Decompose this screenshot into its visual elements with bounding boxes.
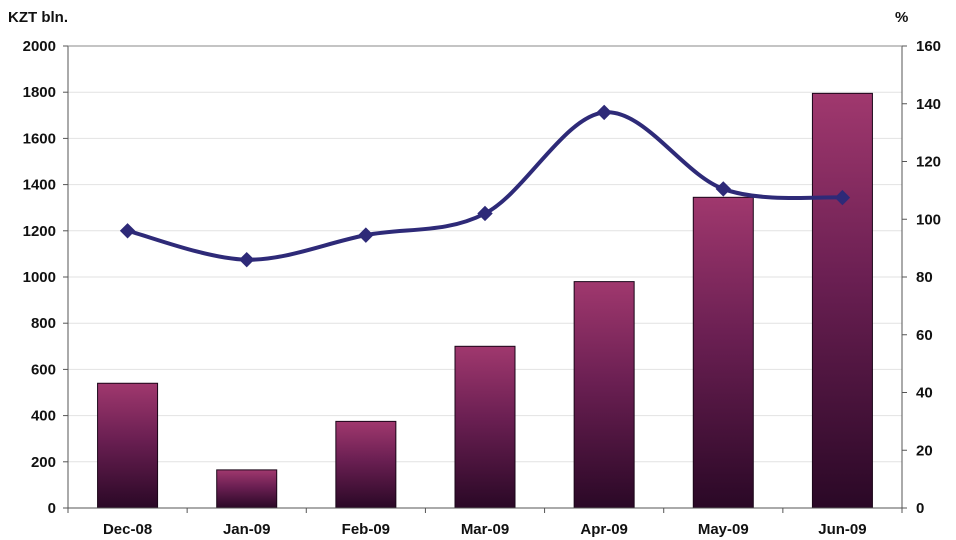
bar-jan-09 [216,469,278,509]
left-tick-label: 1400 [23,177,56,194]
left-axis-unit-label: KZT bln. [8,9,68,26]
right-tick-label: 120 [916,154,941,171]
x-tick-label: Jan-09 [223,521,271,538]
line-point-apr-09 [596,104,612,121]
right-tick-label: 0 [916,500,924,517]
x-tick-label: Feb-09 [342,521,390,538]
left-tick-label: 400 [31,408,56,425]
x-tick-label: Mar-09 [461,521,509,538]
bar-dec-08 [97,382,159,509]
bar-jun-09 [811,92,873,509]
left-tick-label: 1000 [23,269,56,286]
line-series [119,104,851,268]
left-tick-label: 800 [31,315,56,332]
line-point-jun-09 [834,189,851,206]
left-tick-label: 2000 [23,38,56,55]
right-tick-label: 80 [916,269,933,286]
x-tick-label: May-09 [698,521,749,538]
bar-mar-09 [454,345,516,509]
right-tick-label: 100 [916,211,941,228]
line-point-dec-08 [119,223,136,239]
left-tick-label: 1600 [23,130,56,147]
line-point-may-09 [715,181,731,197]
right-tick-label: 40 [916,385,933,402]
x-tick-label: Apr-09 [580,521,628,538]
bar-feb-09 [335,420,397,509]
right-tick-label: 60 [916,327,933,344]
right-tick-label: 160 [916,38,941,55]
bar-apr-09 [573,281,635,509]
left-tick-label: 200 [31,454,56,471]
right-tick-label: 20 [916,442,933,459]
left-tick-label: 0 [48,500,56,517]
plot-frame [63,45,907,513]
right-axis-unit-label: % [895,9,908,26]
line-point-jan-09 [239,251,255,268]
left-tick-label: 1800 [23,84,56,101]
axis-labels: 0 200 400 600 800 1000 1200 1400 1600 1800 2000 0 20… [23,38,941,538]
left-tick-label: 600 [31,361,56,378]
bar-may-09 [692,196,754,509]
line-point-mar-09 [477,205,493,222]
line-point-feb-09 [358,227,374,243]
left-tick-label: 1200 [23,223,56,240]
right-tick-label: 140 [916,96,941,113]
x-tick-label: Jun-09 [818,521,866,538]
x-tick-label: Dec-08 [103,521,152,538]
bar-series [97,92,873,509]
